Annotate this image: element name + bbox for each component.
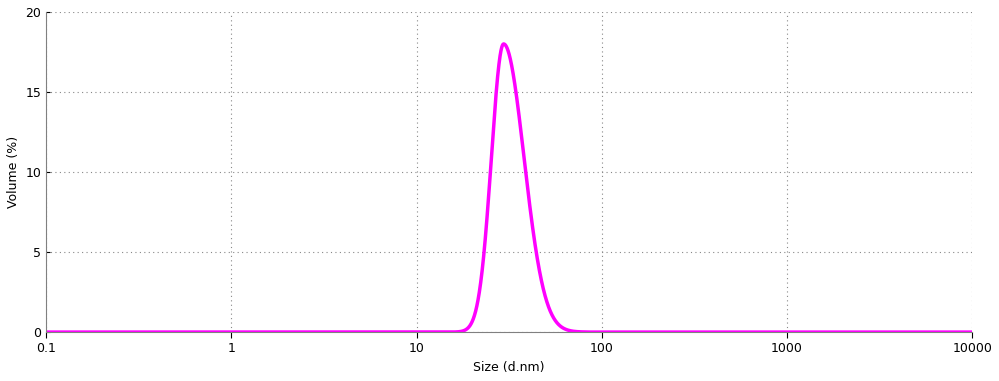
- X-axis label: Size (d.nm): Size (d.nm): [474, 361, 544, 374]
- Y-axis label: Volume (%): Volume (%): [7, 136, 20, 208]
